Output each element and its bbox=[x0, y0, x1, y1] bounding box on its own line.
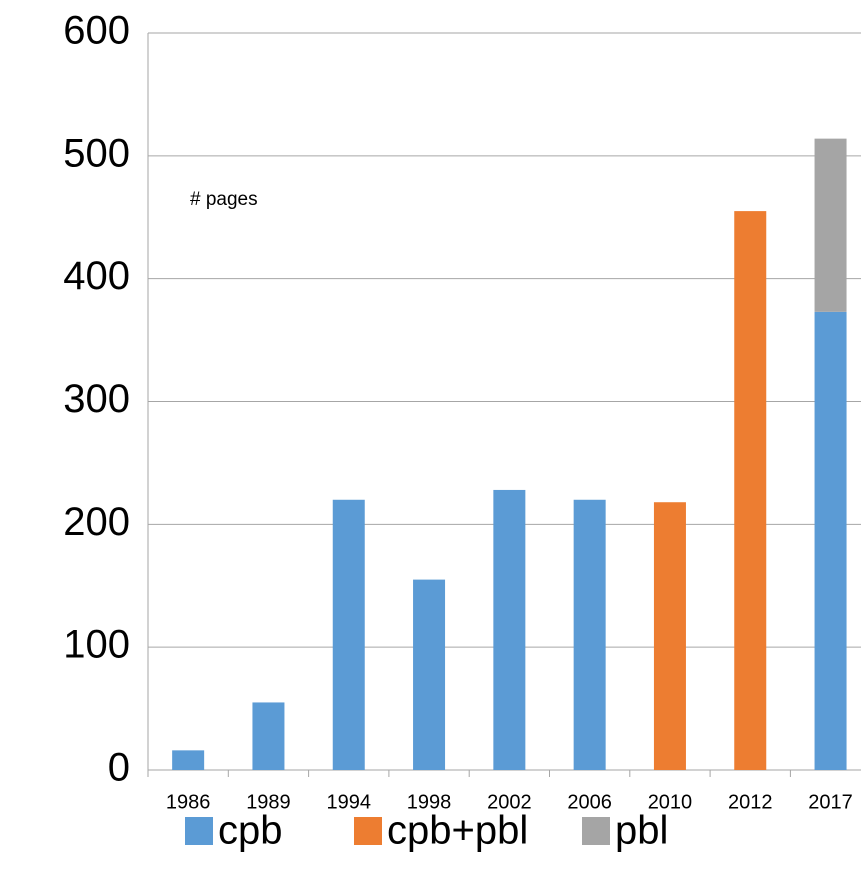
legend-label: cpb+pbl bbox=[387, 809, 528, 853]
y-tick-label: 600 bbox=[63, 9, 130, 53]
x-tick-label: 1998 bbox=[407, 791, 452, 813]
x-tick-label: 2010 bbox=[648, 791, 693, 813]
x-tick-label: 1986 bbox=[166, 791, 211, 813]
y-tick-label: 500 bbox=[63, 131, 130, 175]
x-tick-label: 1994 bbox=[327, 791, 372, 813]
y-tick-label: 0 bbox=[108, 746, 130, 790]
y-tick-label: 400 bbox=[63, 254, 130, 298]
legend-swatch bbox=[354, 817, 382, 845]
bar bbox=[653, 502, 686, 770]
x-tick-label: 2006 bbox=[567, 791, 612, 813]
bar bbox=[734, 211, 767, 770]
y-tick-label: 100 bbox=[63, 623, 130, 667]
legend-label: pbl bbox=[615, 809, 668, 853]
x-tick-label: 1989 bbox=[246, 791, 291, 813]
legend-swatch bbox=[582, 817, 610, 845]
bar bbox=[573, 499, 606, 770]
bar bbox=[814, 138, 847, 312]
y-tick-label: 200 bbox=[63, 500, 130, 544]
bar bbox=[814, 311, 847, 770]
bar bbox=[413, 579, 446, 770]
annotation: # pages bbox=[190, 189, 258, 210]
bar bbox=[332, 499, 365, 770]
bar bbox=[172, 750, 205, 770]
x-tick-label: 2017 bbox=[808, 791, 853, 813]
legend-swatch bbox=[185, 817, 213, 845]
legend-label: cpb bbox=[218, 809, 283, 853]
x-tick-label: 2012 bbox=[728, 791, 773, 813]
bar bbox=[493, 489, 526, 770]
y-tick-label: 300 bbox=[63, 377, 130, 421]
x-tick-label: 2002 bbox=[487, 791, 532, 813]
bar bbox=[252, 702, 285, 770]
